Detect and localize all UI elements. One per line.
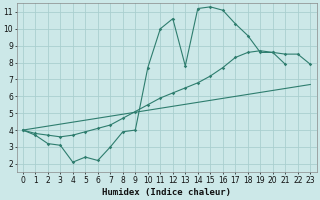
X-axis label: Humidex (Indice chaleur): Humidex (Indice chaleur) — [102, 188, 231, 197]
